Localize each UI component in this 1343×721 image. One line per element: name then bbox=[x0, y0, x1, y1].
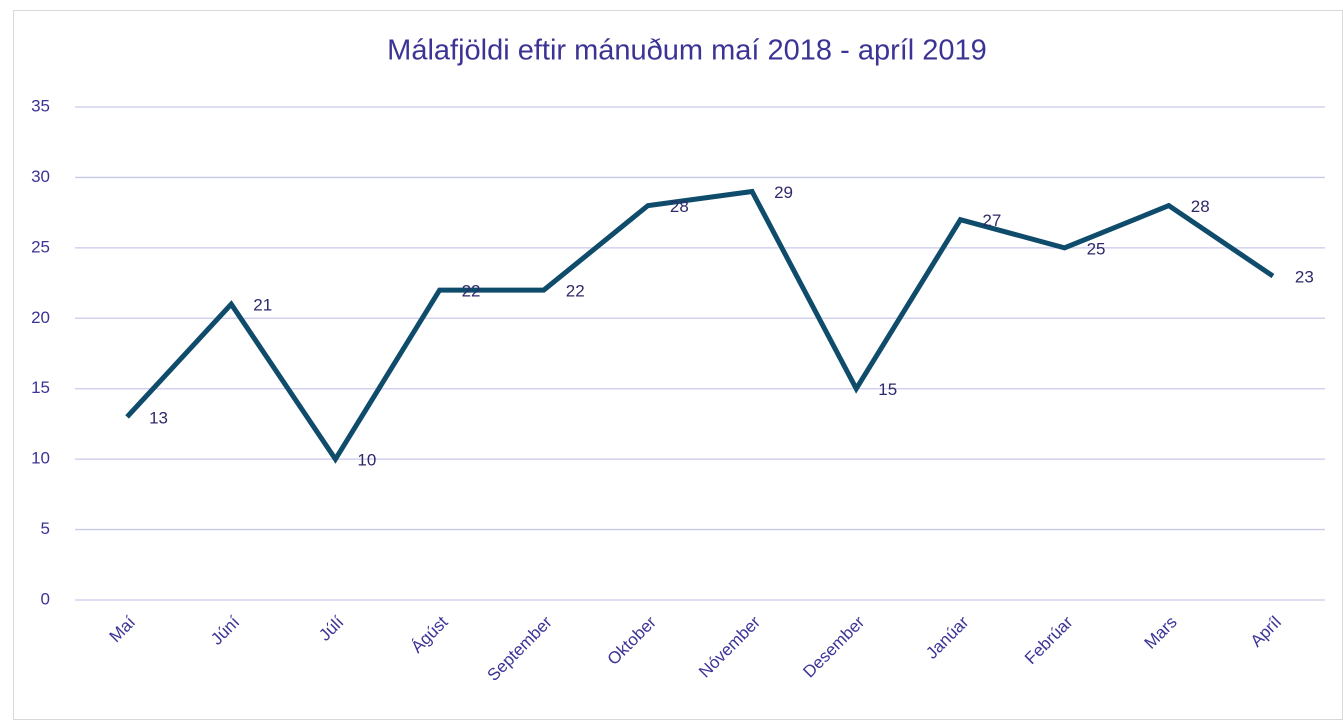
data-label: 28 bbox=[670, 197, 689, 216]
y-tick-label: 0 bbox=[41, 589, 50, 608]
data-label: 22 bbox=[566, 282, 585, 301]
data-label: 27 bbox=[982, 211, 1001, 230]
data-label: 22 bbox=[462, 282, 481, 301]
y-tick-label: 35 bbox=[31, 96, 50, 115]
y-tick-label: 15 bbox=[31, 378, 50, 397]
chart-title: Málafjöldi eftir mánuðum maí 2018 - aprí… bbox=[387, 35, 987, 67]
data-label: 13 bbox=[149, 408, 168, 427]
data-label: 23 bbox=[1295, 268, 1314, 287]
data-label: 25 bbox=[1087, 239, 1106, 258]
data-label: 29 bbox=[774, 183, 793, 202]
y-tick-label: 10 bbox=[31, 449, 50, 468]
data-label: 10 bbox=[357, 451, 376, 470]
y-tick-label: 30 bbox=[31, 167, 50, 186]
y-tick-label: 5 bbox=[41, 519, 50, 538]
data-label: 28 bbox=[1191, 197, 1210, 216]
data-label: 21 bbox=[253, 296, 272, 315]
data-label: 15 bbox=[878, 380, 897, 399]
y-tick-label: 25 bbox=[31, 237, 50, 256]
line bbox=[125, 188, 1275, 464]
y-tick-label: 20 bbox=[31, 308, 50, 327]
chart-border bbox=[13, 10, 1343, 720]
